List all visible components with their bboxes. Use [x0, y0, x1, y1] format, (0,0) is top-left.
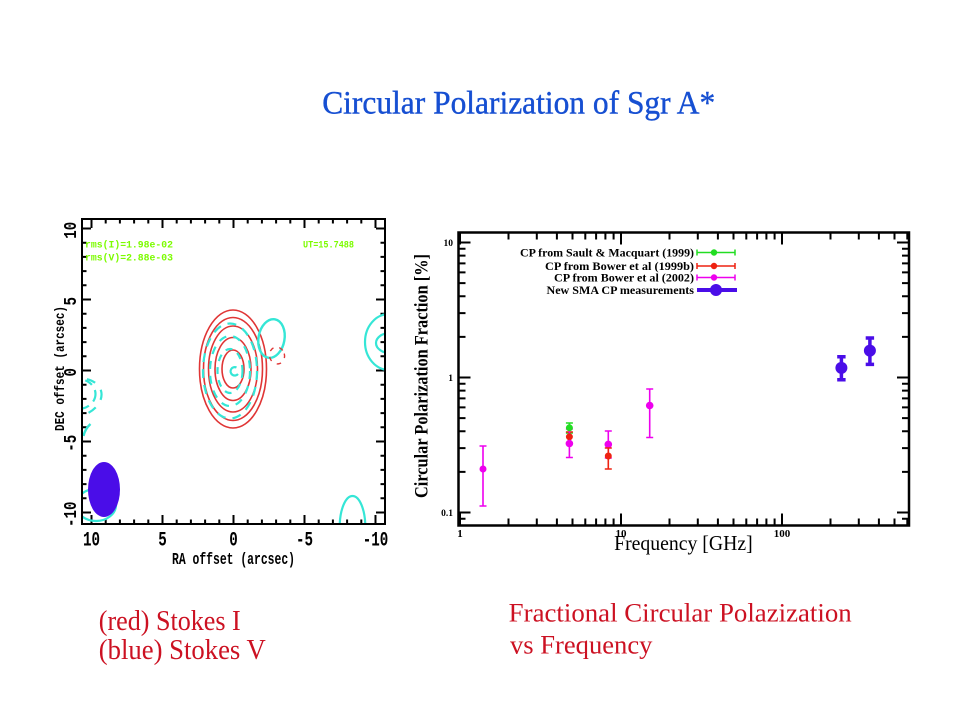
svg-text:(red) Stokes I: (red) Stokes I: [99, 606, 241, 637]
svg-text:10: 10: [62, 222, 82, 239]
svg-text:(blue) Stokes V: (blue) Stokes V: [99, 635, 266, 666]
svg-text:10: 10: [616, 528, 628, 540]
svg-text:-5: -5: [62, 435, 82, 452]
svg-text:Fractional Circular Polazizati: Fractional Circular Polazization: [509, 597, 852, 627]
svg-text:rms(V)=2.88e-03: rms(V)=2.88e-03: [85, 253, 173, 265]
svg-text:0.1: 0.1: [441, 509, 453, 519]
svg-text:Circular Polarization Fraction: Circular Polarization Fraction [%]: [413, 254, 433, 498]
svg-text:vs Frequency: vs Frequency: [510, 630, 653, 660]
svg-text:10: 10: [444, 239, 454, 249]
svg-text:5: 5: [62, 297, 82, 306]
svg-text:1: 1: [457, 528, 463, 540]
svg-text:-10: -10: [363, 530, 389, 553]
svg-text:-5: -5: [296, 530, 313, 553]
svg-text:10: 10: [83, 530, 100, 553]
svg-text:RA offset (arcsec): RA offset (arcsec): [172, 551, 295, 570]
svg-text:DEC offset (arcsec): DEC offset (arcsec): [53, 306, 69, 431]
svg-text:CP from Bower et al (1999b): CP from Bower et al (1999b): [545, 259, 694, 273]
svg-text:rms(I)=1.98e-02: rms(I)=1.98e-02: [85, 240, 173, 252]
svg-text:UT=15.7488: UT=15.7488: [303, 240, 354, 252]
svg-text:0: 0: [229, 530, 238, 553]
svg-text:100: 100: [774, 528, 791, 540]
svg-text:CP from Sault & Macquart (1999: CP from Sault & Macquart (1999): [520, 245, 694, 259]
svg-text:Frequency [GHz]: Frequency [GHz]: [614, 531, 753, 555]
svg-text:CP from Bower et al (2002): CP from Bower et al (2002): [554, 270, 694, 284]
svg-text:5: 5: [158, 530, 167, 553]
svg-text:Circular Polarization of Sgr A: Circular Polarization of Sgr A*: [322, 86, 715, 122]
svg-text:-10: -10: [62, 502, 82, 528]
svg-text:1: 1: [448, 374, 453, 384]
svg-text:New SMA CP measurements: New SMA CP measurements: [547, 283, 695, 297]
svg-text:0: 0: [62, 368, 82, 377]
